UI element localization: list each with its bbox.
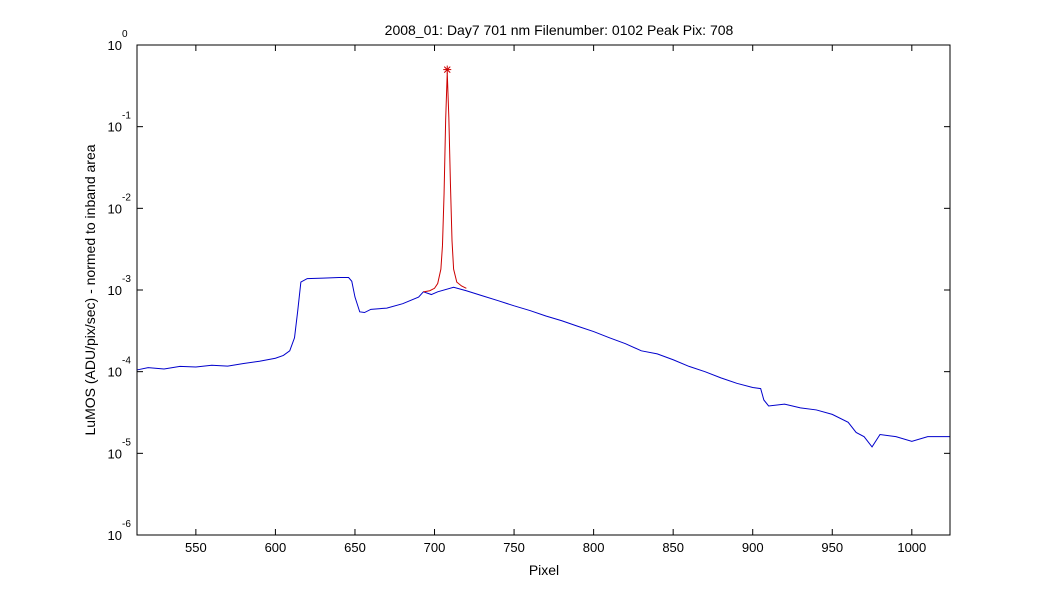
x-tick-label-750: 750 — [503, 540, 525, 555]
axes-layer: 550 600 650 700 750 800 850 900 950 100010-610-51… — [108, 29, 951, 555]
series-line-2 — [423, 72, 467, 293]
x-axis-label: Pixel — [529, 562, 559, 578]
y-tick-exponent--4: -4 — [122, 356, 131, 367]
y-tick-label--6: 10 — [108, 528, 122, 543]
x-tick-label-600: 600 — [265, 540, 287, 555]
y-tick-exponent--5: -5 — [122, 437, 131, 448]
x-tick-label-700: 700 — [424, 540, 446, 555]
peak-marker-stroke-4 — [443, 66, 451, 73]
y-tick-label--4: 10 — [108, 365, 122, 380]
series-line-1 — [136, 277, 950, 448]
y-tick-label--3: 10 — [108, 283, 122, 298]
plot-area — [137, 45, 950, 535]
x-tick-label-550: 550 — [185, 540, 207, 555]
x-tick-label-950: 950 — [821, 540, 843, 555]
y-tick-exponent--6: -6 — [122, 519, 131, 530]
y-tick-exponent--1: -1 — [122, 111, 131, 122]
y-tick-label-0: 10 — [108, 38, 122, 53]
x-tick-label-650: 650 — [344, 540, 366, 555]
y-tick-exponent--3: -3 — [122, 274, 131, 285]
y-axis-label: LuMOS (ADU/pix/sec) - normed to inband a… — [82, 144, 98, 435]
y-tick-label--2: 10 — [108, 201, 122, 216]
x-tick-label-900: 900 — [742, 540, 764, 555]
chart-title: 2008_01: Day7 701 nm Filenumber: 0102 Pe… — [385, 22, 734, 38]
plot-background — [137, 45, 950, 535]
y-tick-exponent-0: 0 — [122, 29, 128, 40]
x-tick-label-850: 850 — [662, 540, 684, 555]
peak-marker — [443, 65, 452, 74]
x-tick-label-1000: 1000 — [897, 540, 926, 555]
series-layer — [136, 65, 950, 448]
y-tick-exponent--2: -2 — [122, 192, 131, 203]
y-tick-label--5: 10 — [108, 446, 122, 461]
x-tick-label-800: 800 — [583, 540, 605, 555]
y-tick-label--1: 10 — [108, 120, 122, 135]
